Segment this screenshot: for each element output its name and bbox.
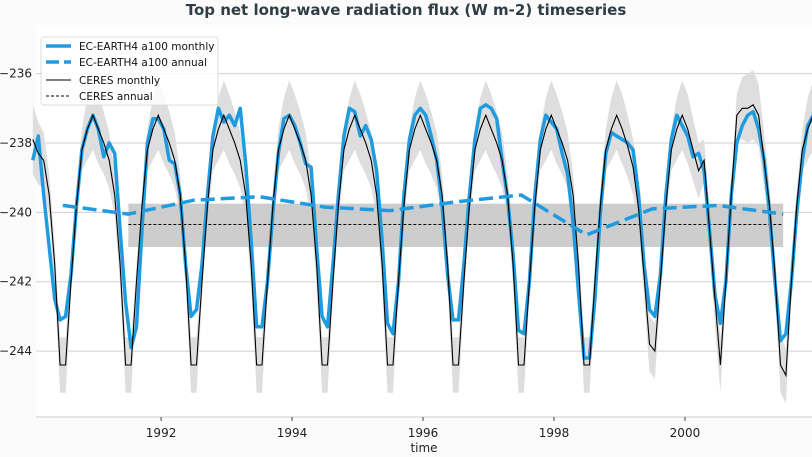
x-axis-ticks: 1992 1994 1996 1998 2000 bbox=[146, 417, 700, 440]
x-axis-label: time bbox=[410, 441, 437, 455]
y-axis-ticks: −236 −238 −240 −242 −244 bbox=[0, 67, 32, 359]
x-tick-label: 1994 bbox=[277, 426, 308, 440]
y-tick-label: −240 bbox=[0, 205, 32, 219]
legend-label-model-annual: EC-EARTH4 a100 annual bbox=[79, 57, 207, 69]
y-tick-label: −238 bbox=[0, 136, 32, 150]
y-tick-label: −244 bbox=[0, 344, 32, 358]
y-tick-label: −236 bbox=[0, 67, 32, 81]
model-annual-line bbox=[62, 193, 784, 237]
x-tick-label: 1992 bbox=[146, 426, 177, 440]
ceres-annual-band bbox=[128, 203, 784, 248]
series-lines bbox=[31, 103, 812, 378]
ceres-monthly-line bbox=[32, 104, 812, 378]
ceres-annual-group bbox=[128, 203, 784, 248]
x-tick-label: 1998 bbox=[539, 426, 570, 440]
x-tick-label: 2000 bbox=[670, 426, 701, 440]
x-tick-label: 1996 bbox=[408, 426, 439, 440]
legend-label-model-monthly: EC-EARTH4 a100 monthly bbox=[79, 41, 214, 53]
legend-label-ceres-annual: CERES annual bbox=[79, 91, 153, 103]
chart-title: Top net long-wave radiation flux (W m-2)… bbox=[186, 1, 627, 19]
ceres-monthly-range bbox=[32, 70, 812, 404]
y-tick-label: −242 bbox=[0, 275, 32, 289]
legend-label-ceres-monthly: CERES monthly bbox=[79, 75, 160, 87]
legend-box bbox=[40, 36, 219, 106]
legend: EC-EARTH4 a100 monthly EC-EARTH4 a100 an… bbox=[40, 36, 219, 106]
ceres-range-band bbox=[32, 70, 812, 404]
